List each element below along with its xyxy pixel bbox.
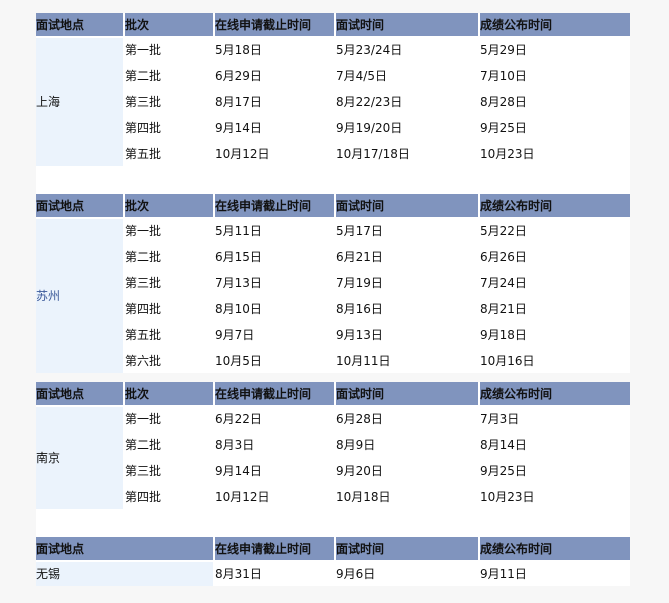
header-deadline: 在线申请截止时间 [215,537,334,560]
header-deadline: 在线申请截止时间 [215,382,334,405]
header-location: 面试地点 [36,537,213,560]
result-cell: 8月14日 [480,433,630,457]
interview-cell: 6月28日 [336,407,478,431]
interview-cell: 9月19/20日 [336,116,478,140]
header-result: 成绩公布时间 [480,382,630,405]
deadline-cell: 5月18日 [215,38,334,62]
batch-cell: 第一批 [125,219,213,243]
header-location: 面试地点 [36,13,123,36]
interview-cell: 9月6日 [336,562,478,586]
header-interview: 面试时间 [336,537,478,560]
location-cell: 无锡 [36,562,213,586]
batch-cell: 第二批 [125,245,213,269]
header-batch: 批次 [125,194,213,217]
header-deadline: 在线申请截止时间 [215,194,334,217]
schedule-container: 面试地点 批次 在线申请截止时间 面试时间 成绩公布时间 上海 第一批 5月18日 5月23/2… [36,13,630,586]
deadline-cell: 6月22日 [215,407,334,431]
interview-cell: 10月17/18日 [336,142,478,166]
batch-cell: 第五批 [125,323,213,347]
interview-cell: 8月9日 [336,433,478,457]
deadline-cell: 8月17日 [215,90,334,114]
result-cell: 10月23日 [480,485,630,509]
deadline-cell: 7月13日 [215,271,334,295]
result-cell: 8月21日 [480,297,630,321]
header-location: 面试地点 [36,194,123,217]
table-spacer [36,166,630,194]
header-result: 成绩公布时间 [480,194,630,217]
deadline-cell: 10月12日 [215,485,334,509]
schedule-table: 面试地点 批次 在线申请截止时间 面试时间 成绩公布时间南京 第一批 6月22日 6月28日 7… [36,382,630,509]
result-cell: 6月26日 [480,245,630,269]
deadline-cell: 8月31日 [215,562,334,586]
batch-cell: 第六批 [125,349,213,373]
schedule-table: 面试地点 批次 在线申请截止时间 面试时间 成绩公布时间苏州 第一批 5月11日 5月17日 5… [36,194,630,373]
batch-cell: 第二批 [125,433,213,457]
result-cell: 9月25日 [480,116,630,140]
header-interview: 面试时间 [336,194,478,217]
result-cell: 9月25日 [480,459,630,483]
batch-cell: 第二批 [125,64,213,88]
interview-cell: 9月13日 [336,323,478,347]
batch-cell: 第一批 [125,407,213,431]
result-cell: 7月10日 [480,64,630,88]
batch-cell: 第五批 [125,142,213,166]
result-cell: 10月16日 [480,349,630,373]
result-cell: 8月28日 [480,90,630,114]
result-cell: 7月3日 [480,407,630,431]
result-cell: 10月23日 [480,142,630,166]
interview-cell: 8月22/23日 [336,90,478,114]
interview-cell: 7月4/5日 [336,64,478,88]
batch-cell: 第一批 [125,38,213,62]
interview-cell: 10月11日 [336,349,478,373]
deadline-cell: 10月12日 [215,142,334,166]
interview-cell: 7月19日 [336,271,478,295]
result-cell: 9月18日 [480,323,630,347]
deadline-cell: 9月14日 [215,459,334,483]
batch-cell: 第三批 [125,271,213,295]
interview-cell: 5月17日 [336,219,478,243]
table-spacer [36,509,630,537]
schedule-table-wuxi: 面试地点 在线申请截止时间 面试时间 成绩公布时间无锡 8月31日 9月6日 9月11日 [36,537,630,586]
deadline-cell: 6月15日 [215,245,334,269]
deadline-cell: 9月7日 [215,323,334,347]
deadline-cell: 5月11日 [215,219,334,243]
batch-cell: 第三批 [125,459,213,483]
header-location: 面试地点 [36,382,123,405]
deadline-cell: 8月3日 [215,433,334,457]
interview-cell: 10月18日 [336,485,478,509]
result-cell: 5月22日 [480,219,630,243]
table-spacer [36,373,630,382]
location-cell: 南京 [36,407,123,509]
header-batch: 批次 [125,382,213,405]
interview-cell: 9月20日 [336,459,478,483]
interview-cell: 5月23/24日 [336,38,478,62]
location-cell: 上海 [36,38,123,166]
location-cell[interactable]: 苏州 [36,219,123,373]
schedule-table: 面试地点 批次 在线申请截止时间 面试时间 成绩公布时间上海 第一批 5月18日 5月23/2… [36,13,630,166]
header-interview: 面试时间 [336,382,478,405]
result-cell: 7月24日 [480,271,630,295]
header-batch: 批次 [125,13,213,36]
batch-cell: 第三批 [125,90,213,114]
header-result: 成绩公布时间 [480,13,630,36]
deadline-cell: 8月10日 [215,297,334,321]
header-deadline: 在线申请截止时间 [215,13,334,36]
batch-cell: 第四批 [125,485,213,509]
interview-cell: 8月16日 [336,297,478,321]
result-cell: 5月29日 [480,38,630,62]
batch-cell: 第四批 [125,116,213,140]
header-result: 成绩公布时间 [480,537,630,560]
header-interview: 面试时间 [336,13,478,36]
batch-cell: 第四批 [125,297,213,321]
interview-cell: 6月21日 [336,245,478,269]
deadline-cell: 10月5日 [215,349,334,373]
deadline-cell: 6月29日 [215,64,334,88]
result-cell: 9月11日 [480,562,630,586]
deadline-cell: 9月14日 [215,116,334,140]
